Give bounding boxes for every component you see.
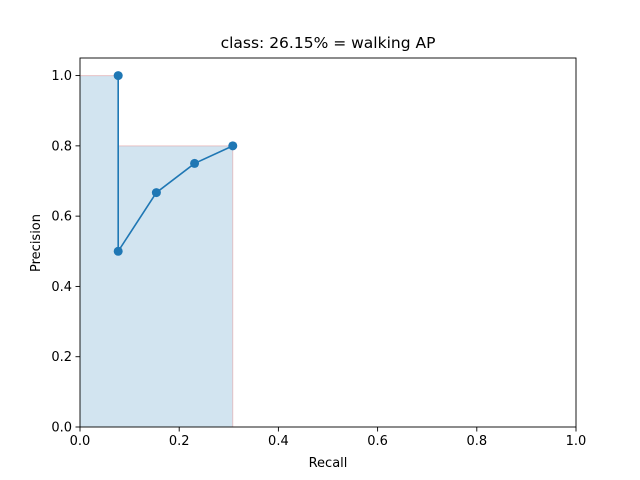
x-axis-label: Recall bbox=[309, 456, 348, 471]
x-tick-label: 0.0 bbox=[70, 434, 91, 449]
pr-curve-point bbox=[113, 71, 123, 81]
x-tick-label: 0.6 bbox=[367, 434, 388, 449]
x-tick-label: 1.0 bbox=[566, 434, 587, 449]
y-tick-label: 0.6 bbox=[51, 210, 72, 225]
x-tick-label: 0.2 bbox=[169, 434, 190, 449]
chart-title: class: 26.15% = walking AP bbox=[221, 34, 436, 52]
pr-curve-point bbox=[151, 188, 161, 198]
pr-curve-point bbox=[190, 158, 200, 168]
x-tick-label: 0.8 bbox=[466, 434, 487, 449]
y-axis-label: Precision bbox=[29, 214, 44, 272]
plot-frame bbox=[79, 57, 577, 428]
pr-curve-point bbox=[113, 246, 123, 256]
y-tick-label: 0.4 bbox=[51, 280, 72, 295]
plot-area: 0.0 0.2 0.4 0.6 0.8 1.0 0.0 0.2 0.4 0.6 0.8 1.0 bbox=[51, 57, 587, 449]
y-tick-label: 0.8 bbox=[51, 139, 72, 154]
y-tick-label: 1.0 bbox=[51, 69, 72, 84]
pr-curve-point bbox=[228, 141, 238, 151]
y-tick-label: 0.2 bbox=[51, 350, 72, 365]
x-tick-label: 0.4 bbox=[268, 434, 289, 449]
y-tick-label: 0.0 bbox=[51, 421, 72, 436]
